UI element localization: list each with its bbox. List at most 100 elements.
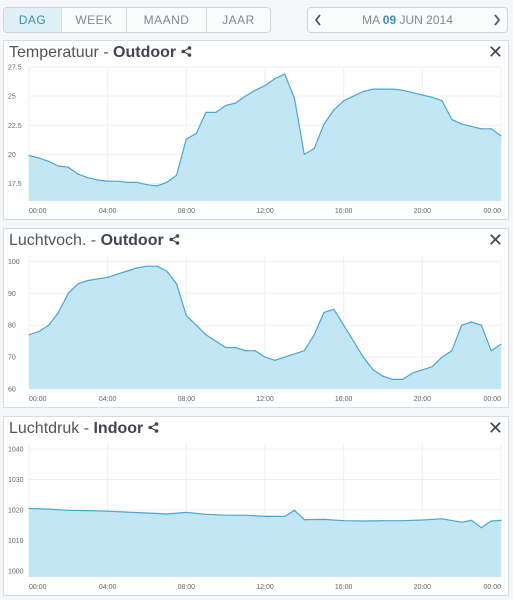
data-point [421,369,423,371]
data-point [333,308,335,310]
data-point [431,366,433,368]
x-tick-label: 00:00 [29,584,47,591]
data-point [38,157,40,159]
y-tick-label: 1010 [8,538,24,545]
data-point [293,509,296,511]
panel-location: Outdoor [113,44,177,62]
x-tick-label: 16:00 [335,396,353,403]
data-point [333,109,335,111]
data-point [244,514,246,516]
data-point [313,334,315,336]
y-tick-label: 27.5 [8,65,22,72]
series-area [29,508,501,577]
data-point [303,350,305,352]
data-point [205,334,207,336]
data-point [372,88,374,90]
close-icon[interactable]: ✕ [487,42,503,62]
data-point [28,507,30,510]
y-tick-label: 100 [8,259,20,266]
data-point [185,138,187,140]
y-tick-label: 60 [8,387,16,394]
data-point [480,527,482,529]
data-point [126,181,128,183]
data-point [382,520,384,522]
data-point [77,283,79,285]
x-tick-label: 04:00 [99,396,117,403]
data-point [244,350,246,352]
y-tick-label: 1000 [8,568,24,575]
data-point [362,356,364,358]
share-icon[interactable] [148,420,159,438]
data-point [284,356,286,358]
x-tick-label: 04:00 [99,584,117,591]
data-point [87,510,89,512]
current-date: MA 09 JUN 2014 [328,13,487,27]
series-area [29,74,501,201]
data-point [490,520,492,522]
chevron-right-icon[interactable] [487,8,507,32]
y-tick-label: 70 [8,355,16,362]
data-point [48,324,50,326]
data-point [264,515,266,517]
panel-title-text: Temperatuur - [9,44,114,62]
data-point [205,111,207,114]
data-point [470,519,473,521]
data-point [303,519,305,521]
data-point [284,73,286,75]
data-point [225,514,227,516]
data-point [264,85,266,87]
chart-panel-temperature: 17.5 20 22.5 25 27.5 00:00 04:00 08:00 12:00 16:0… [3,40,509,220]
data-point [87,279,89,282]
share-icon[interactable] [181,44,192,62]
data-point [382,88,384,90]
x-tick-label: 20:00 [414,584,432,591]
close-icon[interactable]: ✕ [487,230,503,250]
data-point [107,510,109,512]
data-point [480,128,482,130]
data-point [146,184,148,186]
data-point [175,283,178,285]
data-point [225,104,227,107]
series-line [28,507,502,529]
x-tick-label: 12:00 [256,584,274,591]
data-point [343,520,345,522]
panel-title: Temperatuur - Outdoor [9,44,192,62]
data-point [244,95,246,97]
data-point [225,346,227,349]
close-icon[interactable]: ✕ [487,418,503,438]
data-point [293,97,296,100]
data-point [402,89,404,91]
y-tick-label: 1020 [8,508,24,515]
tab-week[interactable]: WEEK [61,8,126,32]
data-point [490,128,492,130]
data-point [48,160,50,162]
data-point [382,375,384,377]
x-tick-label: 00:00 [483,208,501,215]
data-point [116,273,119,275]
data-point [343,100,345,102]
data-point [38,330,40,333]
tab-maand[interactable]: MAAND [126,8,206,32]
tab-dag[interactable]: DAG [4,8,61,32]
data-point [97,179,99,181]
data-point [392,378,394,381]
x-tick-label: 16:00 [335,584,353,591]
data-point [461,521,463,523]
data-point [313,147,315,150]
data-point [185,315,187,317]
data-point [166,270,168,272]
data-point [195,324,197,326]
share-icon[interactable] [169,232,180,250]
data-point [185,511,187,514]
data-point [303,153,305,155]
data-point [323,518,325,521]
data-point [57,165,60,167]
data-point [470,125,473,128]
chevron-left-icon[interactable] [308,8,328,32]
tab-jaar[interactable]: JAAR [206,8,270,32]
data-point [234,102,237,104]
data-point [116,180,119,182]
date-day: MA [362,13,380,27]
data-point [97,278,99,280]
data-point [156,265,158,267]
